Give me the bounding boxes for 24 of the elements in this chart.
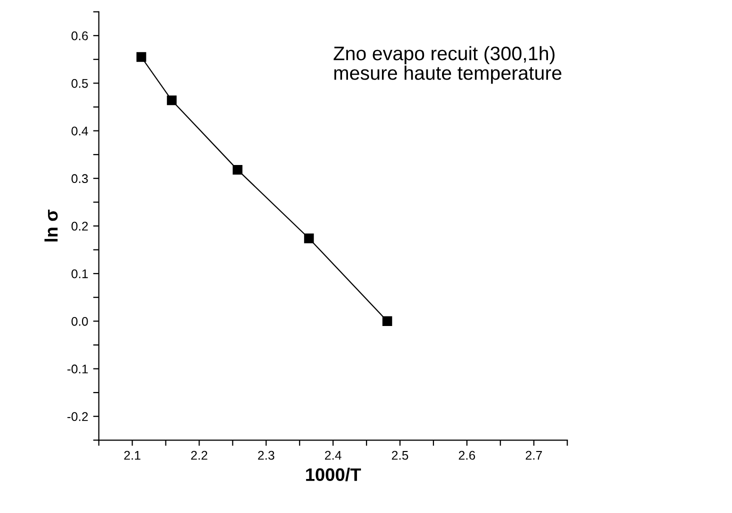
y-tick-label: 0.5 [72, 78, 88, 88]
point [382, 316, 392, 326]
y-tick-label: 0.3 [72, 174, 88, 184]
x-tick-label: 2.3 [258, 450, 274, 460]
y-tick-label: 0.6 [72, 31, 88, 40]
x-tick-label: 2.6 [458, 450, 476, 460]
point [166, 95, 177, 106]
y-tick-label: 0.2 [72, 222, 88, 231]
x-tick-label: 2.4 [325, 450, 342, 460]
y-tick-label: -0.2 [67, 412, 88, 422]
point [304, 233, 314, 244]
y-tick-label: 0.0 [72, 316, 88, 326]
y-tick-label: -0.1 [67, 364, 88, 374]
x-tick-label: 2.5 [392, 450, 408, 460]
annotation: Zno evapo recuit (300,1h) mesure haute temperature [334, 46, 562, 84]
point [136, 52, 146, 62]
x-tick-label: 2.7 [526, 450, 542, 460]
x-tick-label: 2.1 [124, 450, 140, 460]
y-tick-label: 0.1 [72, 269, 88, 278]
y-tick-label: 0.4 [72, 126, 88, 136]
x-tick-label: 2.2 [191, 450, 208, 460]
x-axis-title: 1000/T [306, 468, 361, 482]
y-axis-title: ln σ [44, 210, 58, 242]
point [232, 164, 242, 175]
